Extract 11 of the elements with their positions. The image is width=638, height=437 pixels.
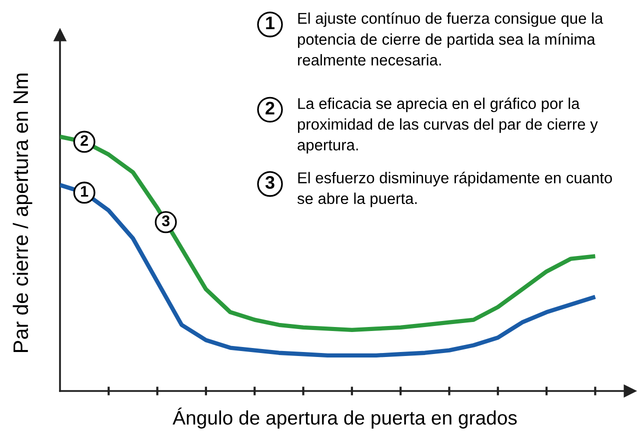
text: 3 (265, 176, 274, 189)
annotation: El esfuerzo disminuye rápidamente en cuanto se abre la puerta. (297, 172, 612, 208)
y-axis-title: Par de cierre / apertura en Nm (12, 74, 32, 352)
x-axis-title: Ángulo de apertura de puerta en grados (172, 408, 517, 429)
annotation: 1 (81, 186, 88, 197)
annotation: 2 (80, 135, 88, 146)
annotation: La eficacia se aprecia en el gráfico por la proximidad de las curvas del par de cierre y apertura. (298, 97, 598, 154)
text: 1 (266, 16, 275, 30)
text: 2 (266, 102, 274, 114)
annotation: 3 (162, 215, 170, 226)
text: El ajuste contínuo de fuerza consigue que la potencia de cierre de partida sea la mínima realmente necesaria. (298, 12, 604, 66)
